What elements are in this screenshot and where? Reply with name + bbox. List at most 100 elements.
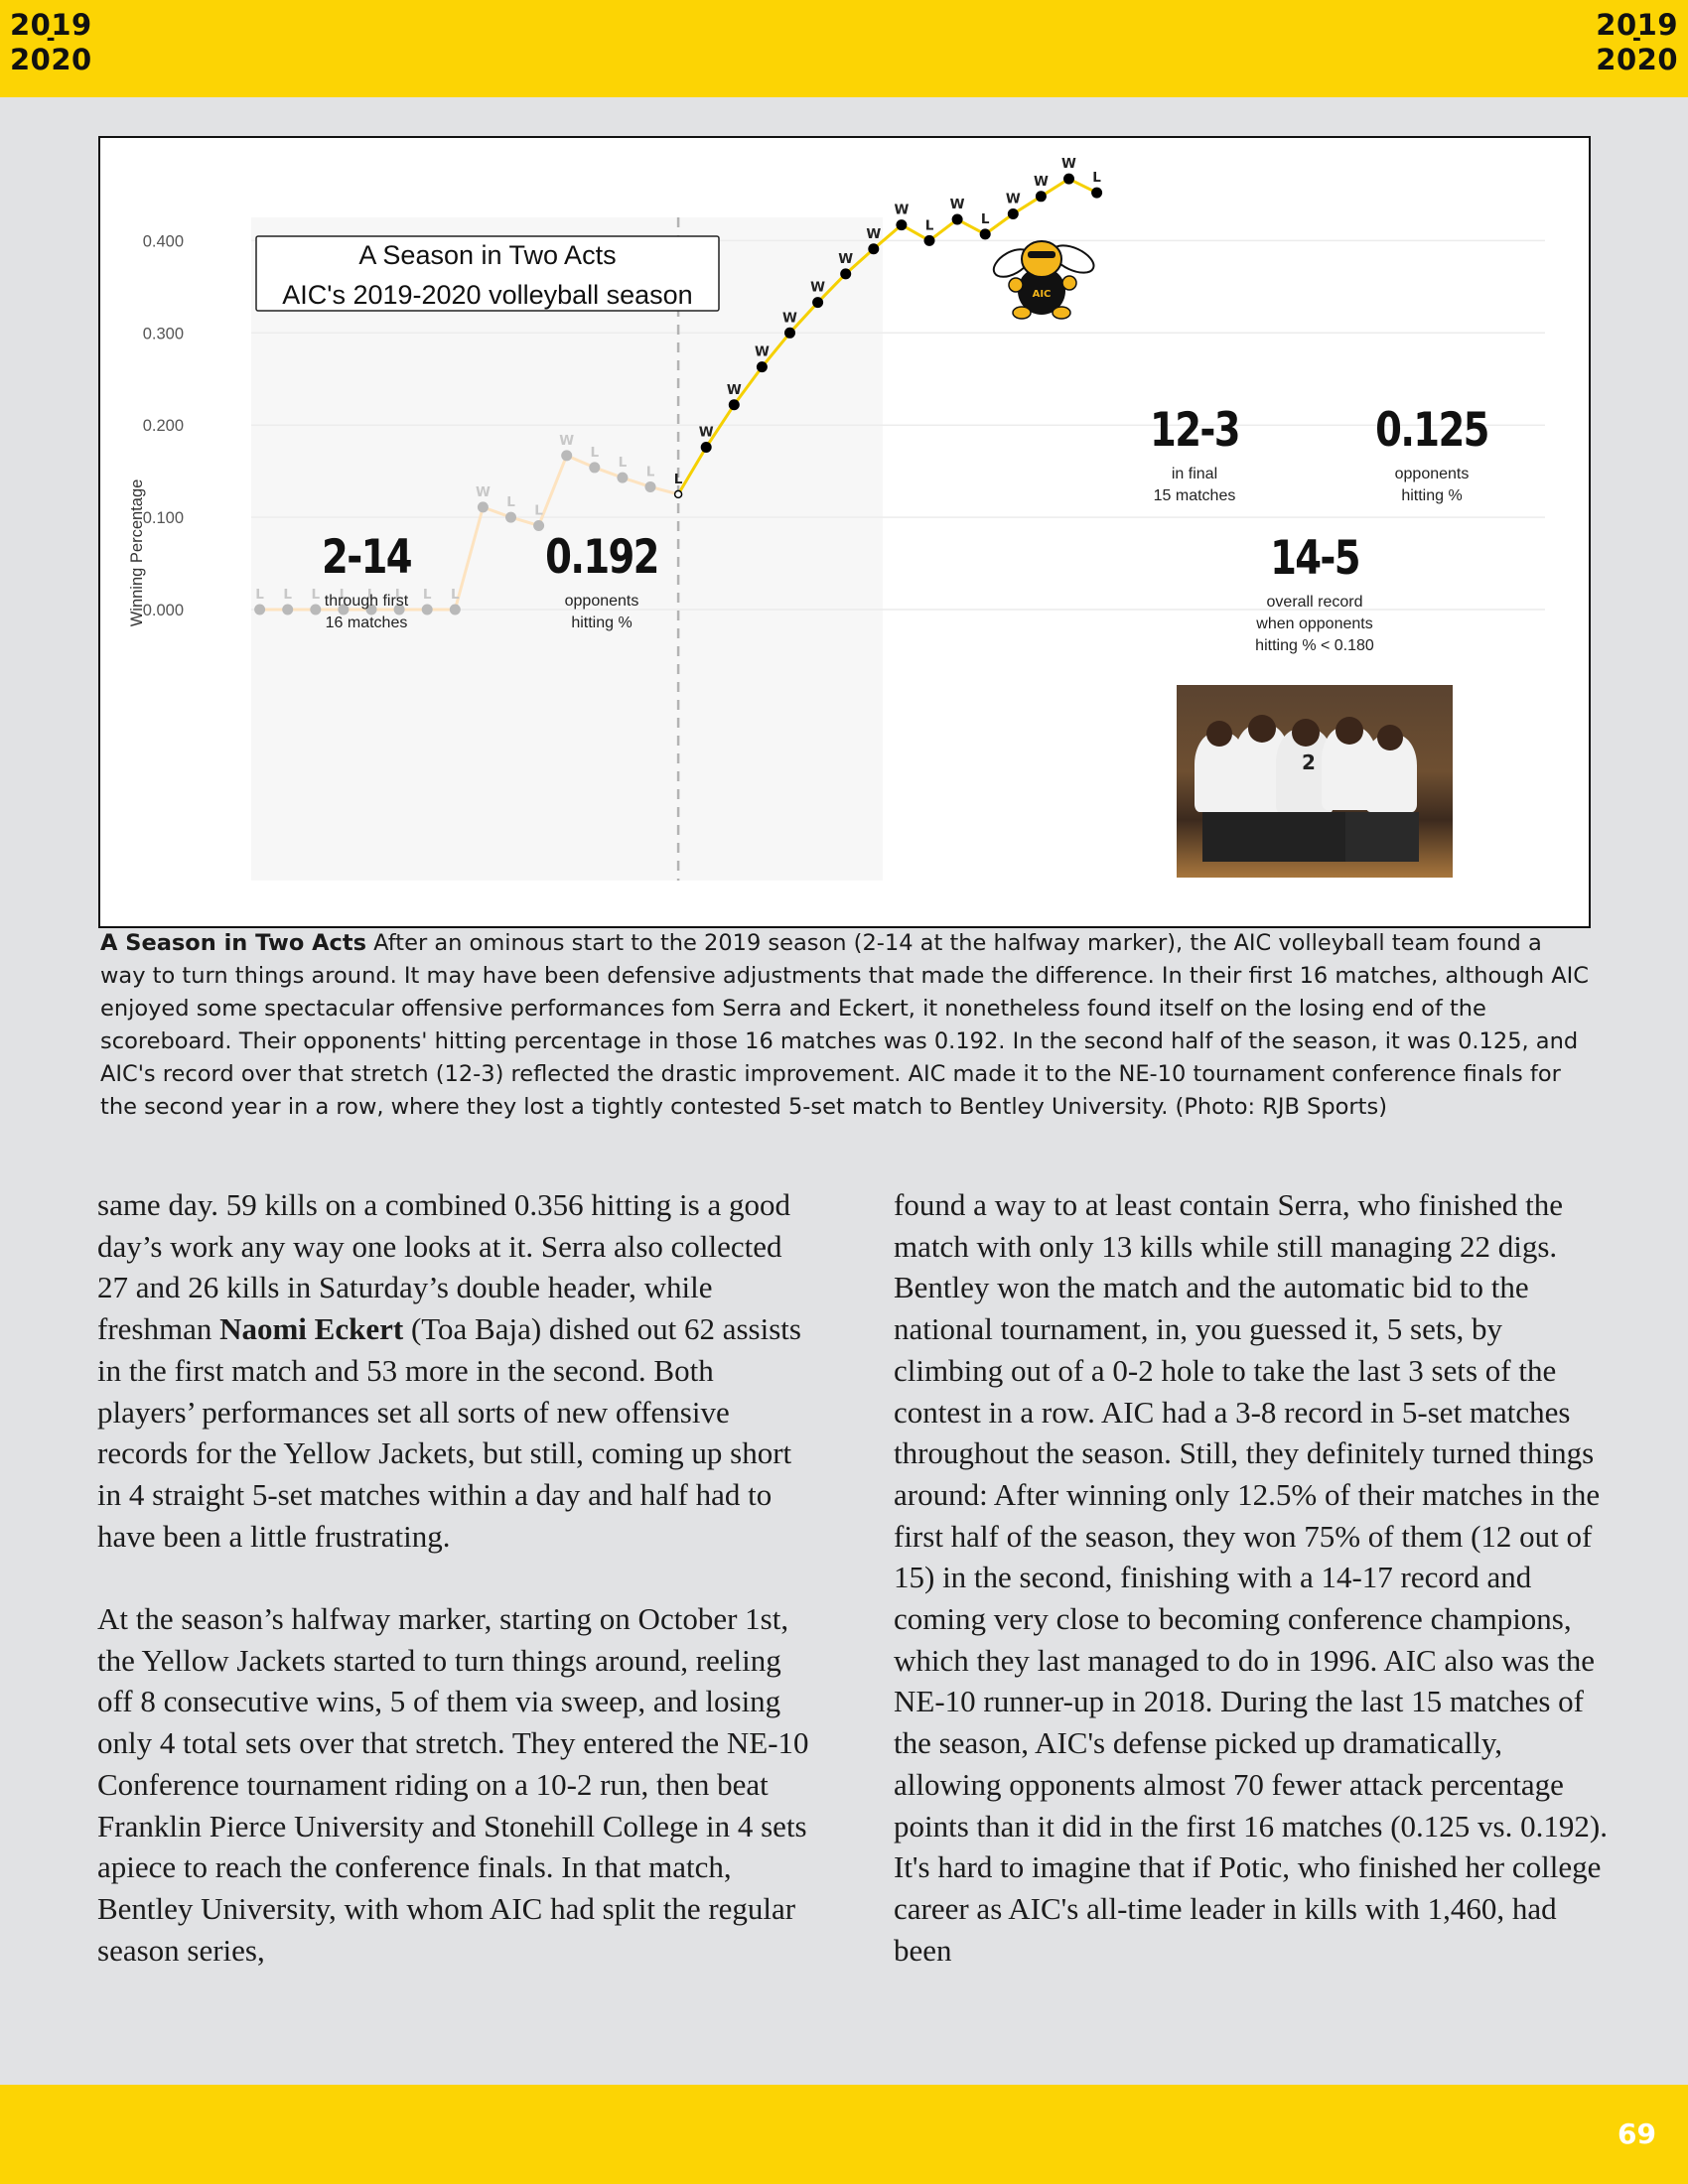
result-label: L — [506, 494, 515, 510]
data-point — [673, 489, 683, 499]
data-point — [644, 480, 656, 492]
result-label: L — [255, 587, 264, 603]
result-label: L — [534, 502, 543, 518]
result-label: L — [395, 587, 404, 603]
data-point — [254, 604, 266, 615]
data-point — [310, 604, 322, 615]
stat-value: 12-3 — [1150, 403, 1239, 458]
year-end: 2020 — [10, 43, 92, 76]
y-tick-label: 0.400 — [143, 232, 184, 250]
second-half-line-segment — [983, 211, 1015, 236]
second-half-line-segment — [676, 445, 708, 496]
first-half-line-segment — [537, 454, 569, 527]
paragraph: found a way to at least contain Serra, w… — [894, 1187, 1608, 1968]
stat-value: 2-14 — [322, 530, 411, 585]
data-point — [923, 234, 935, 246]
result-label: W — [755, 344, 770, 360]
result-label: W — [782, 310, 797, 326]
player-name: Naomi Eckert — [219, 1311, 404, 1347]
stat-value: 0.192 — [545, 530, 658, 585]
data-point — [728, 399, 740, 411]
second-half-line-segment — [872, 223, 904, 251]
y-tick-label: 0.300 — [143, 325, 184, 342]
stat-value: 14-5 — [1270, 531, 1359, 586]
caption-text: After an ominous start to the 2019 seaso… — [100, 930, 1590, 1120]
stat-caption: when opponents — [1255, 615, 1372, 632]
second-half-line-segment — [1011, 195, 1043, 215]
result-label: L — [311, 587, 320, 603]
result-label: W — [950, 197, 965, 212]
year-dash: - — [46, 27, 57, 52]
second-half-line-segment — [1039, 177, 1070, 199]
stat-annotation: 2-14 through first 16 matches — [322, 530, 413, 631]
chart-subtitle: AIC's 2019-2020 volleyball season — [282, 280, 692, 310]
stat-caption: through first — [325, 593, 409, 610]
svg-text:AIC: AIC — [1033, 289, 1052, 300]
stat-caption: in final — [1172, 466, 1217, 482]
paragraph-text: same day. 59 kills on a combined 0.356 h… — [97, 1187, 790, 1347]
second-half-line-segment — [844, 247, 876, 276]
data-point — [338, 604, 350, 615]
second-half-line-segment — [927, 217, 959, 242]
data-point — [979, 228, 991, 240]
data-point — [365, 604, 377, 615]
page-number: 69 — [1618, 2117, 1656, 2150]
data-point — [617, 472, 629, 483]
y-axis-label: Winning Percentage — [128, 479, 146, 627]
year-badge-left: 2019 - 2020 — [10, 11, 92, 74]
figure-caption: A Season in Two Acts After an ominous st… — [100, 927, 1590, 1124]
stat-caption: overall record — [1267, 594, 1363, 611]
result-label: L — [619, 455, 628, 471]
result-label: L — [423, 587, 432, 603]
second-half-line-segment — [704, 403, 736, 449]
chart-title: A Season in Two Acts — [358, 240, 616, 270]
chart-figure: 0.000 0.100 0.200 0.300 0.400 Winning Percen… — [98, 136, 1591, 928]
y-tick-label: 0.100 — [143, 509, 184, 527]
data-point — [951, 213, 963, 225]
data-point — [561, 450, 573, 462]
result-label: L — [367, 587, 376, 603]
result-label: W — [699, 424, 714, 440]
result-label: W — [894, 203, 909, 218]
data-point — [1007, 207, 1019, 219]
stat-annotation: 0.192 opponents hitting % — [545, 530, 659, 631]
annotations: 2-14 through first 16 matches 0.192 opponent… — [322, 403, 1489, 654]
second-half-line-segment — [788, 301, 820, 335]
data-point — [1035, 191, 1047, 203]
footer-bar — [0, 2085, 1688, 2184]
y-tick-label: 0.000 — [143, 602, 184, 619]
result-label: L — [925, 217, 934, 233]
paragraph: At the season’s halfway marker, starting… — [97, 1601, 809, 1968]
paragraph-text: (Toa Baja) dished out 62 assists in the … — [97, 1311, 801, 1554]
data-point — [784, 327, 795, 339]
team-huddle-photo: 2 — [1177, 685, 1453, 878]
data-point — [868, 243, 880, 255]
result-label: W — [1006, 191, 1021, 206]
data-point — [700, 441, 712, 453]
stat-caption: hitting % < 0.180 — [1255, 637, 1374, 654]
y-axis: 0.000 0.100 0.200 0.300 0.400 — [143, 232, 184, 619]
stat-annotation: 0.125 opponents hitting % — [1375, 403, 1489, 504]
stat-caption: opponents — [1395, 466, 1470, 482]
data-point — [505, 511, 516, 523]
result-label: L — [283, 587, 292, 603]
result-label: W — [727, 382, 742, 398]
article-column-left: same day. 59 kills on a combined 0.356 h… — [97, 1184, 812, 1971]
article-column-right: found a way to at least contain Serra, w… — [894, 1184, 1609, 1971]
result-label: L — [451, 587, 460, 603]
result-label: L — [674, 472, 683, 487]
stat-caption: hitting % — [1401, 487, 1462, 504]
year-dash: - — [1631, 27, 1642, 52]
second-half-line-segment — [760, 331, 791, 369]
year-end: 2020 — [1596, 43, 1678, 76]
year-start: 2019 — [10, 8, 92, 42]
data-point — [896, 219, 908, 231]
result-label: W — [838, 251, 853, 267]
data-point — [477, 501, 489, 513]
data-point — [1091, 187, 1103, 199]
first-half-shade — [251, 217, 883, 881]
yellow-jacket-mascot-icon: AIC — [992, 240, 1095, 320]
stat-annotation: 12-3 in final 15 matches — [1150, 403, 1241, 504]
result-label: W — [1061, 156, 1076, 172]
